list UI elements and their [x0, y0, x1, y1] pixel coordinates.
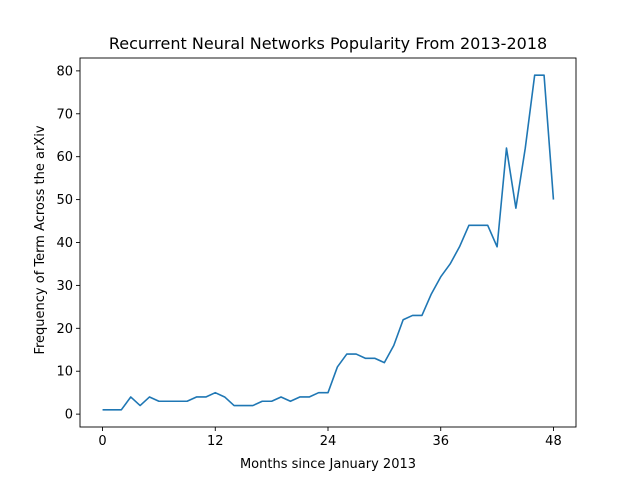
y-tick-label: 10: [56, 365, 73, 380]
x-tick-label: 0: [98, 434, 106, 449]
x-tick-label: 48: [545, 434, 562, 449]
y-tick-label: 80: [56, 64, 73, 79]
chart-title: Recurrent Neural Networks Popularity Fro…: [109, 34, 547, 53]
x-tick-label: 36: [432, 434, 449, 449]
y-tick-label: 50: [56, 193, 73, 208]
x-tick-label: 24: [320, 434, 337, 449]
x-axis-label: Months since January 2013: [240, 457, 416, 472]
y-tick-label: 0: [65, 408, 73, 423]
y-tick-label: 70: [56, 107, 73, 122]
y-tick-label: 60: [56, 150, 73, 165]
y-tick-label: 20: [56, 322, 73, 337]
y-axis-label: Frequency of Term Across the arXiv: [33, 125, 48, 354]
x-tick-label: 12: [207, 434, 224, 449]
y-tick-label: 30: [56, 279, 73, 294]
y-tick-label: 40: [56, 236, 73, 251]
